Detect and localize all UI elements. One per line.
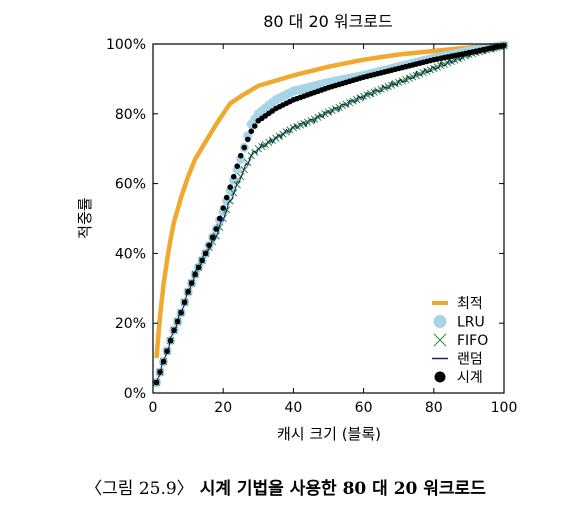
legend-item: 랜덤	[432, 352, 483, 368]
y-tick-label: 100%	[106, 37, 146, 53]
x-axis-label: 캐시 크기 (블록)	[277, 425, 381, 443]
clock-point	[202, 250, 209, 257]
clock-point	[241, 144, 248, 151]
clock-point	[157, 369, 163, 375]
x-tick-label: 20	[214, 400, 232, 416]
clock-point	[230, 173, 237, 180]
fifo-point	[317, 111, 326, 120]
y-tick-label: 80%	[115, 107, 146, 123]
clock-point	[206, 242, 212, 249]
clock-point	[234, 163, 241, 169]
clock-point	[192, 271, 198, 278]
legend-swatch	[433, 333, 447, 347]
clock-point	[227, 184, 234, 190]
fifo-point	[258, 142, 266, 151]
clock-point	[188, 280, 195, 286]
clock-point	[244, 136, 251, 143]
x-tick-label: 60	[355, 400, 373, 416]
chart-title: 80 대 20 워크로드	[263, 12, 393, 31]
clock-point	[248, 128, 255, 135]
x-tick-label: 80	[425, 400, 443, 416]
legend-label: FIFO	[457, 333, 488, 349]
y-tick-label: 0%	[124, 386, 146, 402]
clock-point	[164, 348, 170, 354]
clock-point	[199, 257, 205, 264]
y-tick-label: 60%	[115, 177, 146, 193]
axes: 0 20 40 60 80 100 0% 20% 40% 60% 80% 100%	[106, 37, 517, 416]
x-tick-label: 40	[284, 400, 302, 416]
legend-label: 시계	[457, 370, 483, 386]
y-axis-label: 적중률	[76, 197, 94, 239]
legend-label: 랜덤	[457, 352, 483, 368]
y-tick-label: 20%	[115, 316, 146, 332]
clock-point	[251, 123, 258, 129]
fifo-point	[307, 117, 315, 125]
clock-point	[181, 299, 188, 306]
clock-point	[237, 152, 244, 159]
clock-point	[167, 337, 174, 344]
legend-item: FIFO	[433, 333, 488, 349]
legend-swatch	[434, 371, 446, 383]
fifo-point	[268, 136, 276, 144]
clock-point	[216, 215, 223, 222]
series-line-optimal	[154, 43, 505, 359]
legend-label: 최적	[457, 296, 483, 312]
clock-point	[223, 194, 230, 201]
x-tick-label: 100	[491, 400, 518, 416]
clock-point	[185, 288, 191, 295]
chart: 80 대 20 워크로드 0 20 40 60 80 100 0% 20% 40% 60% 80% 1…	[76, 12, 517, 443]
clock-point	[195, 264, 202, 271]
clock-point	[171, 327, 177, 333]
caption-label: 〈그림 25.9〉	[85, 479, 194, 499]
figure-caption: 〈그림 25.9〉 시계 기법을 사용한 80 대 20 워크로드	[0, 474, 571, 499]
plot-frame	[152, 43, 505, 394]
legend-item: LRU	[433, 315, 485, 331]
clock-point	[178, 309, 184, 316]
clock-point	[220, 205, 226, 211]
legend-item: 시계	[434, 370, 483, 386]
x-tick-label: 0	[149, 400, 158, 416]
y-tick-label: 40%	[115, 246, 146, 262]
plot-area	[151, 40, 509, 388]
clock-point	[209, 234, 216, 240]
legend-label: LRU	[457, 315, 485, 331]
clock-point	[153, 379, 160, 386]
clock-point	[213, 226, 219, 232]
legend-swatch	[433, 315, 447, 328]
fifo-point	[282, 128, 291, 136]
caption-title: 시계 기법을 사용한 80 대 20 워크로드	[199, 479, 486, 499]
clock-point	[160, 358, 167, 365]
legend-item: 최적	[432, 296, 483, 312]
series-line-random	[155, 43, 505, 383]
clock-point	[174, 318, 181, 325]
